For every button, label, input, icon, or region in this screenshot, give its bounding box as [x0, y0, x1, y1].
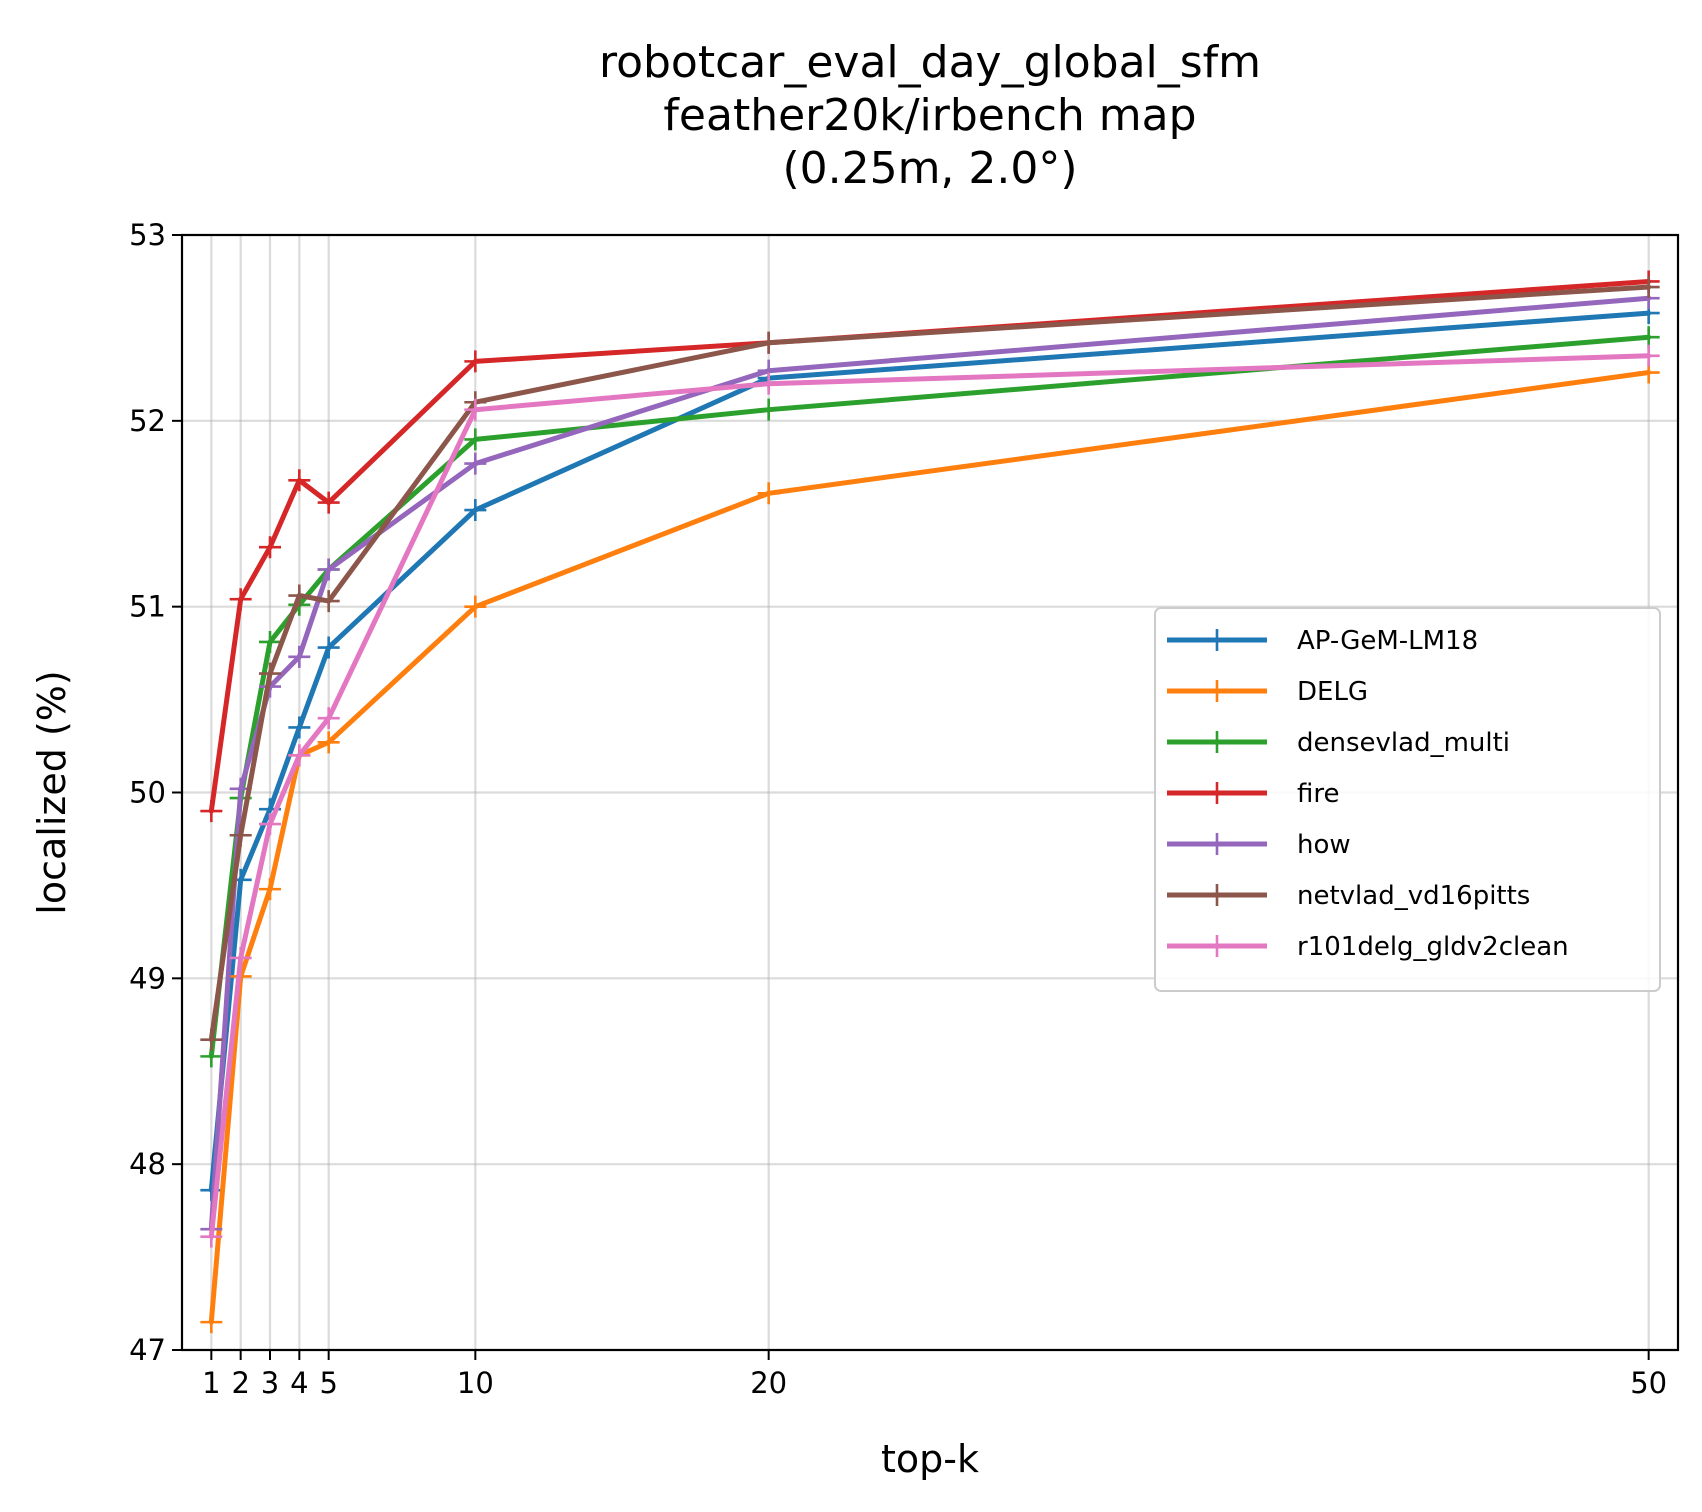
- legend-marker: [1206, 884, 1228, 906]
- series-line: [208, 284, 1652, 1043]
- chart-title-line: feather20k/irbench map: [663, 90, 1196, 141]
- data-point: [464, 595, 487, 618]
- data-point: [229, 824, 252, 847]
- chart-title-line: (0.25m, 2.0°): [782, 143, 1077, 194]
- data-point: [464, 398, 487, 421]
- series-r101delg_gldv2clean: [200, 344, 1660, 1248]
- y-tick-label: 50: [129, 776, 166, 810]
- legend-label: netvlad_vd16pitts: [1297, 881, 1530, 911]
- data-point: [317, 731, 340, 754]
- series-line: [208, 353, 1652, 1240]
- data-point: [200, 1311, 223, 1334]
- x-tick-label: 20: [750, 1366, 787, 1400]
- data-point: [317, 491, 340, 514]
- legend-label: r101delg_gldv2clean: [1297, 932, 1569, 962]
- y-tick-label: 53: [129, 218, 166, 252]
- legend-label: fire: [1297, 779, 1340, 809]
- data-point: [317, 707, 340, 730]
- legend-marker: [1206, 731, 1228, 753]
- legend-item: fire: [1167, 779, 1340, 809]
- y-axis-label: localized (%): [30, 670, 74, 914]
- legend-label: how: [1297, 830, 1351, 860]
- x-tick-label: 10: [457, 1366, 494, 1400]
- legend-item: netvlad_vd16pitts: [1167, 881, 1530, 911]
- data-point: [757, 398, 780, 421]
- data-point: [288, 716, 311, 739]
- legend-marker: [1206, 833, 1228, 855]
- x-axis-label: top-k: [881, 1437, 979, 1481]
- legend-item: r101delg_gldv2clean: [1167, 932, 1569, 962]
- chart-title: robotcar_eval_day_global_sfmfeather20k/i…: [599, 37, 1261, 194]
- data-point: [464, 350, 487, 373]
- data-point: [288, 744, 311, 767]
- legend-label: DELG: [1297, 677, 1368, 707]
- series-line: [208, 279, 1652, 814]
- legend-marker: [1206, 782, 1228, 804]
- grid: [182, 233, 1678, 1352]
- data-point: [288, 584, 311, 607]
- legend-item: densevlad_multi: [1167, 728, 1510, 758]
- legend-marker: [1206, 935, 1228, 957]
- data-point: [464, 428, 487, 451]
- legend-box: [1154, 607, 1661, 992]
- data-point: [229, 588, 252, 611]
- y-tick-label: 51: [129, 590, 166, 624]
- legend-marker: [1206, 629, 1228, 651]
- data-point: [259, 536, 281, 559]
- x-tick-label: 3: [261, 1366, 279, 1400]
- legend-item: DELG: [1167, 677, 1368, 707]
- axis-ticks: 1 2 3 4 5 10 20 50 47 48 49 50 51 52 53: [129, 218, 1667, 1400]
- legend-marker: [1206, 680, 1228, 702]
- x-tick-label: 5: [319, 1366, 337, 1400]
- x-tick-label: 2: [231, 1366, 249, 1400]
- data-point: [317, 558, 340, 581]
- legend-item: how: [1167, 830, 1351, 860]
- data-point: [464, 499, 487, 522]
- data-point: [200, 800, 223, 823]
- y-tick-label: 49: [129, 961, 166, 995]
- data-point: [200, 1225, 223, 1248]
- data-point: [757, 482, 780, 505]
- data-point: [288, 645, 311, 668]
- legend-item: AP-GeM-LM18: [1167, 626, 1478, 656]
- data-point: [757, 372, 780, 395]
- series-group: [200, 270, 1660, 1334]
- chart-title-line: robotcar_eval_day_global_sfm: [599, 37, 1261, 88]
- data-point: [317, 636, 340, 659]
- x-tick-label: 4: [290, 1366, 308, 1400]
- data-point: [1637, 276, 1660, 299]
- data-point: [259, 662, 281, 685]
- data-point: [259, 878, 281, 901]
- series-line: [208, 370, 1652, 1325]
- data-point: [1637, 326, 1660, 349]
- legend-label: AP-GeM-LM18: [1297, 626, 1478, 656]
- y-tick-label: 48: [129, 1147, 166, 1181]
- series-line: [208, 310, 1652, 1193]
- data-point: [757, 331, 780, 354]
- data-point: [200, 1028, 223, 1051]
- data-point: [317, 590, 340, 613]
- data-point: [259, 813, 281, 836]
- data-point: [259, 630, 281, 653]
- y-tick-label: 47: [129, 1333, 166, 1367]
- x-tick-label: 1: [202, 1366, 220, 1400]
- data-point: [1637, 344, 1660, 367]
- data-point: [288, 469, 311, 492]
- legend-label: densevlad_multi: [1297, 728, 1510, 758]
- y-tick-label: 52: [129, 404, 166, 438]
- data-point: [464, 452, 487, 475]
- series-netvlad_vd16pitts: [200, 276, 1660, 1051]
- data-point: [229, 946, 252, 969]
- x-tick-label: 50: [1630, 1366, 1667, 1400]
